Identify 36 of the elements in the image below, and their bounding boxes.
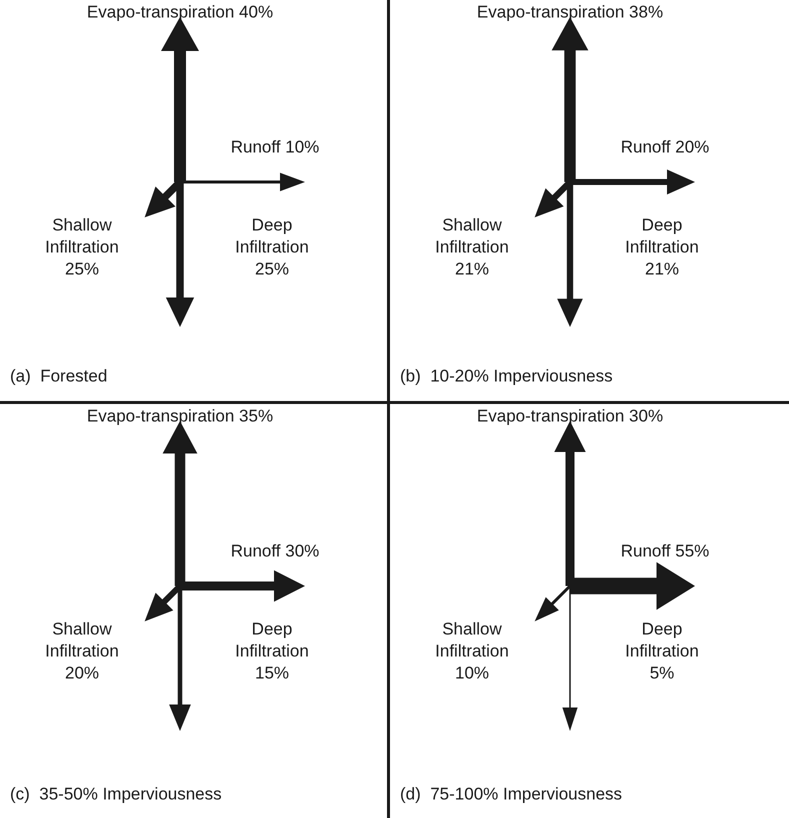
category-label: Shallow Infiltration — [45, 620, 119, 660]
data-label: 21% — [644, 260, 680, 278]
data-label: 55% — [675, 542, 710, 560]
category-label: Runoff — [620, 542, 671, 560]
data-label: 10% — [454, 664, 490, 682]
data-label: 5% — [650, 664, 674, 682]
text: (c) 35-50% Imperviousness — [10, 784, 222, 804]
data-label: 30% — [285, 542, 320, 560]
data-label: 21% — [454, 260, 490, 278]
category-label: Deep Infiltration — [625, 620, 699, 660]
data-label: 40% — [239, 2, 274, 22]
text: (b) 10-20% Imperviousness — [400, 366, 613, 386]
data-label: 10% — [285, 138, 320, 156]
data-label: 38% — [629, 2, 664, 22]
text: (d) 75-100% Imperviousness — [400, 784, 622, 804]
category-label: Deep Infiltration — [235, 620, 309, 660]
category-label: Shallow Infiltration — [435, 620, 509, 660]
data-label: 20% — [64, 664, 100, 682]
text: (a) Forested — [10, 366, 108, 386]
data-label: 25% — [254, 260, 290, 278]
category-label: Evapo-transpiration — [476, 2, 624, 22]
category-label: Shallow Infiltration — [45, 216, 119, 256]
category-label: Deep Infiltration — [235, 216, 309, 256]
category-label: Evapo-transpiration — [476, 406, 624, 426]
data-label: 15% — [254, 664, 290, 682]
data-label: 25% — [64, 260, 100, 278]
category-label: Evapo-transpiration — [86, 406, 234, 426]
category-label: Runoff — [620, 138, 671, 156]
data-label: 30% — [629, 406, 664, 426]
data-label: 20% — [675, 138, 710, 156]
category-label: Deep Infiltration — [625, 216, 699, 256]
category-label: Runoff — [230, 542, 281, 560]
category-label: Runoff — [230, 138, 281, 156]
category-label: Shallow Infiltration — [435, 216, 509, 256]
data-label: 35% — [239, 406, 274, 426]
category-label: Evapo-transpiration — [86, 2, 234, 22]
